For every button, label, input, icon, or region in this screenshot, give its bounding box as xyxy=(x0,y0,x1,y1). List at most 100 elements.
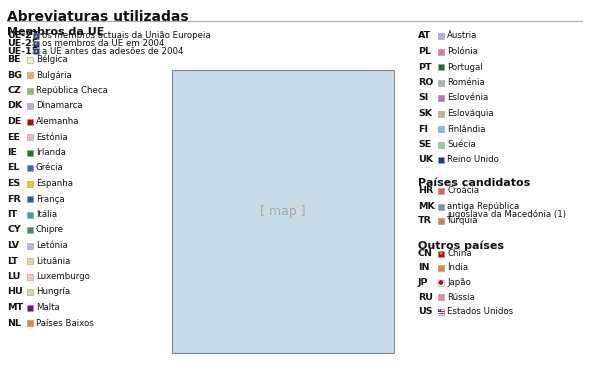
Text: RO: RO xyxy=(418,78,434,87)
Bar xyxy=(27,289,33,295)
Text: França: França xyxy=(36,194,65,203)
Text: NL: NL xyxy=(7,318,21,327)
Text: Bélgica: Bélgica xyxy=(36,55,68,64)
Text: BE: BE xyxy=(7,55,21,64)
Text: Abreviaturas utilizadas: Abreviaturas utilizadas xyxy=(7,10,188,24)
Text: [ map ]: [ map ] xyxy=(260,205,306,218)
Text: PT: PT xyxy=(418,62,432,71)
Text: AT: AT xyxy=(418,32,431,41)
Text: Dinamarca: Dinamarca xyxy=(36,102,82,111)
Bar xyxy=(27,305,33,311)
Text: DK: DK xyxy=(7,102,22,111)
Bar xyxy=(438,294,444,300)
Bar xyxy=(27,72,33,78)
Text: MT: MT xyxy=(7,303,23,312)
Bar xyxy=(27,150,33,156)
Text: US: US xyxy=(418,307,432,316)
Bar xyxy=(438,250,444,256)
Bar xyxy=(438,309,444,311)
Circle shape xyxy=(439,281,442,284)
Bar xyxy=(27,180,33,186)
Text: Lituânia: Lituânia xyxy=(36,256,70,265)
Bar xyxy=(438,126,444,132)
Text: Polónia: Polónia xyxy=(447,47,478,56)
Bar xyxy=(438,95,444,101)
Bar xyxy=(27,118,33,124)
Text: Estónia: Estónia xyxy=(36,132,68,141)
Text: Finlândia: Finlândia xyxy=(447,124,485,133)
Text: UE-27: UE-27 xyxy=(7,32,38,41)
Bar xyxy=(27,273,33,279)
Text: Japão: Japão xyxy=(447,278,471,287)
Bar xyxy=(27,227,33,233)
Bar xyxy=(438,49,444,55)
Bar xyxy=(27,56,33,62)
Text: SK: SK xyxy=(418,109,432,118)
Text: Hungría: Hungría xyxy=(36,288,70,297)
Bar xyxy=(438,64,444,70)
Text: CN: CN xyxy=(418,249,433,258)
Bar xyxy=(33,48,39,54)
Bar xyxy=(438,111,444,117)
Text: a UE antes das adesões de 2004: a UE antes das adesões de 2004 xyxy=(42,47,184,56)
Text: China: China xyxy=(447,249,472,258)
Text: FR: FR xyxy=(7,194,21,203)
Bar xyxy=(438,141,444,147)
Bar xyxy=(27,258,33,264)
Bar xyxy=(438,203,444,209)
Text: Eslovénia: Eslovénia xyxy=(447,94,488,103)
Bar xyxy=(33,33,39,39)
Text: UK: UK xyxy=(418,156,433,165)
Text: jugoslava da Macedónia (1): jugoslava da Macedónia (1) xyxy=(447,209,566,219)
Text: os membros da UE em 2004: os membros da UE em 2004 xyxy=(42,39,164,48)
Text: Luxemburgo: Luxemburgo xyxy=(36,272,90,281)
Bar xyxy=(438,265,444,271)
Bar xyxy=(172,70,394,353)
Text: Índia: Índia xyxy=(447,264,468,273)
Text: Estados Unidos: Estados Unidos xyxy=(447,307,513,316)
Bar xyxy=(27,103,33,109)
Text: Rússia: Rússia xyxy=(447,293,475,302)
Text: ★: ★ xyxy=(439,251,443,256)
Text: UE-15: UE-15 xyxy=(7,47,38,56)
Bar xyxy=(27,165,33,171)
Text: Reino Unido: Reino Unido xyxy=(447,156,499,165)
Text: EE: EE xyxy=(7,132,20,141)
Text: ES: ES xyxy=(7,179,20,188)
Text: FI: FI xyxy=(418,124,428,133)
Text: Bulgária: Bulgária xyxy=(36,71,72,79)
Text: IN: IN xyxy=(418,264,429,273)
Bar xyxy=(438,157,444,163)
Bar xyxy=(438,308,441,311)
Text: MK: MK xyxy=(418,202,435,211)
Text: UE-25: UE-25 xyxy=(7,39,38,48)
Text: Roménia: Roménia xyxy=(447,78,485,87)
Text: Malta: Malta xyxy=(36,303,59,312)
Bar xyxy=(27,134,33,140)
Text: Suécia: Suécia xyxy=(447,140,476,149)
Bar xyxy=(27,320,33,326)
Text: Áustria: Áustria xyxy=(447,32,477,41)
Text: Grécia: Grécia xyxy=(36,164,64,173)
Text: antiga República: antiga República xyxy=(447,202,519,211)
Bar xyxy=(27,243,33,249)
Text: Letónia: Letónia xyxy=(36,241,68,250)
Text: Alemanha: Alemanha xyxy=(36,117,80,126)
Text: LT: LT xyxy=(7,256,18,265)
Bar xyxy=(27,196,33,202)
Text: Países candidatos: Países candidatos xyxy=(418,177,530,188)
Bar xyxy=(438,279,444,285)
Text: Portugal: Portugal xyxy=(447,62,482,71)
Text: os membros actuais da União Europeia: os membros actuais da União Europeia xyxy=(42,32,211,41)
Text: Outros países: Outros países xyxy=(418,241,504,251)
Text: SI: SI xyxy=(418,94,428,103)
Bar xyxy=(438,33,444,39)
Text: ★: ★ xyxy=(34,33,38,38)
Text: EL: EL xyxy=(7,164,19,173)
Text: CZ: CZ xyxy=(7,86,21,95)
Text: ★: ★ xyxy=(34,41,38,46)
Bar xyxy=(27,211,33,217)
Text: Países Baixos: Países Baixos xyxy=(36,318,94,327)
Bar xyxy=(438,188,444,194)
Text: IE: IE xyxy=(7,148,17,157)
